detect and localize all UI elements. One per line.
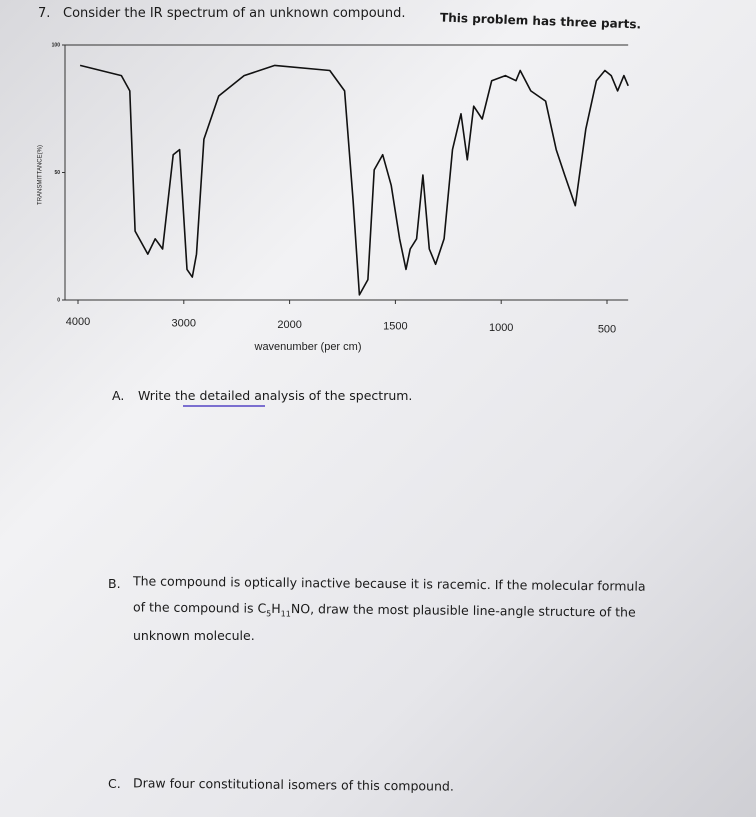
- part-text: Write the detailed analysis of the spect…: [138, 388, 413, 403]
- y-axis-label: TRANSMITTANCE(%): [38, 145, 44, 205]
- subscript: 11: [280, 609, 291, 619]
- part-text: unknown molecule.: [133, 628, 255, 643]
- part-letter: A.: [112, 388, 125, 403]
- question-text: Consider the IR spectrum of an unknown c…: [63, 6, 406, 21]
- part-letter: C.: [108, 776, 121, 791]
- part-text: Draw four constitutional isomers of this…: [132, 775, 454, 794]
- part-text: The compound is optically inactive becau…: [132, 573, 646, 594]
- x-tick-label: 4000: [66, 316, 90, 328]
- x-axis-label: wavenumber (per cm): [254, 341, 362, 353]
- question-number: 7.: [38, 6, 51, 21]
- x-tick-label: 500: [598, 323, 616, 335]
- spectrum-line: [79, 64, 629, 296]
- ir-chart: wavenumber (per cm) TRANSMITTANCE(%) 0 50…: [38, 42, 629, 353]
- spell-underline: [183, 405, 265, 407]
- x-tick-label: 1000: [489, 322, 513, 334]
- y-tick-label: 50: [54, 170, 60, 176]
- text: of the compound is C: [132, 599, 267, 616]
- part-letter: B.: [108, 576, 121, 591]
- x-tick-label: 2000: [277, 319, 301, 331]
- x-tick-label: 1500: [383, 320, 407, 332]
- y-tick-label: 0: [57, 297, 60, 303]
- text: NO, draw the most plausible line-angle s…: [290, 601, 636, 620]
- part-text: of the compound is C5H11NO, draw the mos…: [133, 599, 636, 622]
- text: H: [271, 600, 281, 616]
- y-tick-label: 100: [52, 42, 61, 48]
- x-tick-label: 3000: [172, 317, 196, 329]
